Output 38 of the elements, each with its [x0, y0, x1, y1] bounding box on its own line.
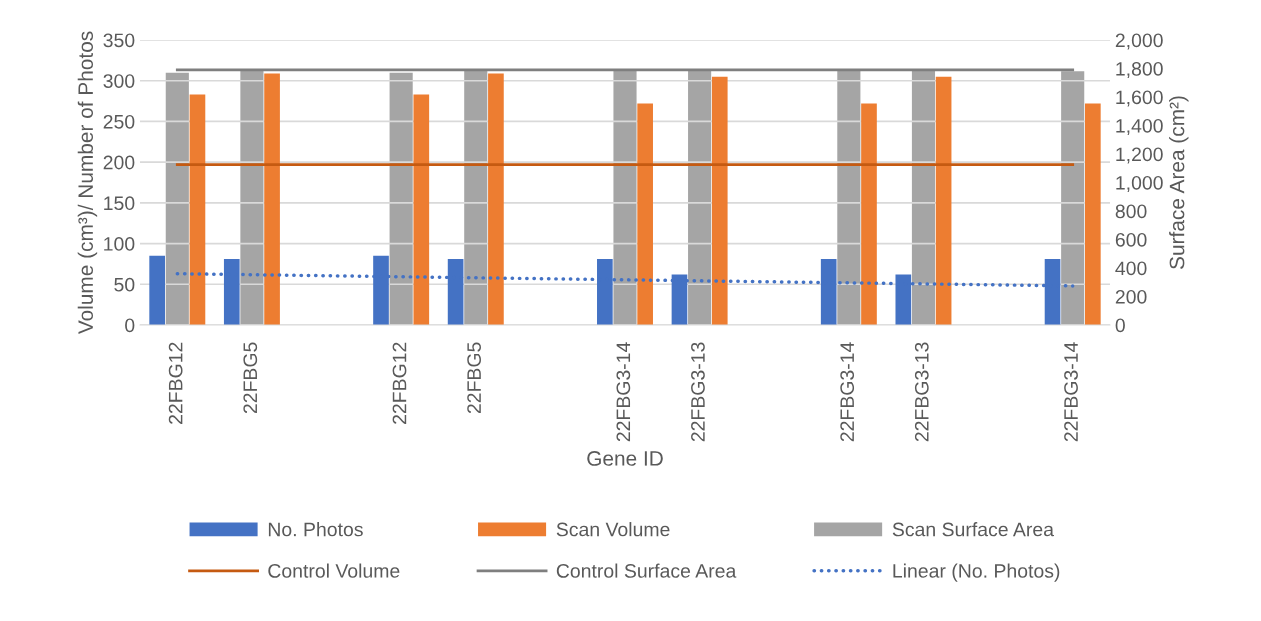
legend-label: Scan Surface Area: [892, 522, 1054, 537]
legend-label: No. Photos: [268, 522, 363, 537]
y-tick-label: 50: [114, 277, 135, 292]
bar: [149, 255, 165, 325]
y2-tick-label: 0: [1115, 318, 1125, 333]
y-axis-title: Volume (cm³)/ Number of Photos: [77, 31, 98, 335]
x-axis-title: Gene ID: [587, 451, 663, 466]
y2-tick-label: 1,800: [1116, 61, 1163, 79]
y-tick-label: 0: [125, 318, 135, 333]
y2-axis-title: Surface Area (cm²): [1169, 96, 1189, 269]
legend-label: Linear (No. Photos): [893, 563, 1060, 582]
x-tick-label: 22FBG5: [243, 342, 258, 414]
x-tick-label: 22FBG3-13: [914, 342, 929, 442]
x-tick-label: 22FBG3-13: [691, 342, 705, 442]
y-tick-label: 150: [104, 196, 135, 211]
x-tick-label: 22FBG3-14: [616, 342, 631, 442]
y2-tick-label: 200: [1115, 289, 1147, 304]
y2-tick-label: 1,600: [1116, 90, 1163, 107]
y-tick-label: 250: [103, 114, 135, 129]
legend-label: Control Surface Area: [556, 563, 737, 578]
x-tick-label: 22FBG3-14: [1064, 342, 1078, 442]
y2-tick-label: 400: [1115, 261, 1147, 276]
x-tick-label: 22FBG12: [168, 342, 183, 424]
x-tick-label: 22FBG3-14: [840, 342, 855, 442]
y2-tick-label: 1,400: [1116, 118, 1163, 136]
y2-tick-label: 600: [1115, 232, 1147, 247]
y2-tick-label: 1,000: [1116, 175, 1163, 193]
legend-label: Scan Volume: [556, 522, 670, 537]
x-tick-label: 22FBG5: [467, 342, 481, 414]
y-tick-label: 350: [103, 33, 135, 48]
y2-tick-label: 800: [1115, 204, 1147, 219]
y-tick-label: 100: [104, 237, 135, 251]
y-tick-label: 200: [103, 155, 135, 170]
x-tick-label: 22FBG12: [392, 342, 407, 424]
y-tick-label: 300: [103, 74, 135, 88]
legend-label: Control Volume: [268, 563, 400, 578]
y2-tick-label: 2,000: [1115, 33, 1163, 50]
y2-tick-label: 1,200: [1116, 147, 1163, 164]
